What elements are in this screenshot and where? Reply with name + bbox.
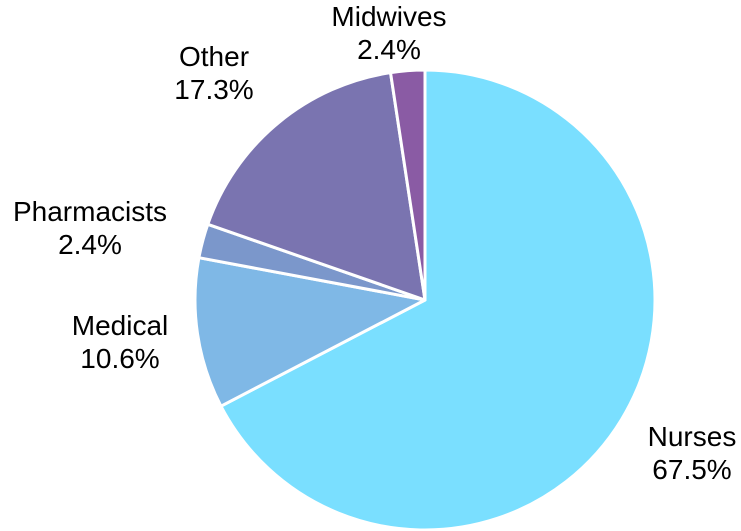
slice-label-medical: Medical xyxy=(72,310,168,341)
slice-label-midwives: Midwives xyxy=(331,1,446,32)
pie-slice-midwives xyxy=(389,68,427,302)
slice-value-medical: 10.6% xyxy=(80,343,159,374)
pie-slices xyxy=(193,68,657,531)
slice-value-other: 17.3% xyxy=(174,74,253,105)
pie-labels: Nurses67.5%Medical10.6%Pharmacists2.4%Ot… xyxy=(13,1,736,485)
slice-label-nurses: Nurses xyxy=(648,421,737,452)
pie-slice-nurses xyxy=(219,68,657,531)
pie-slice-medical xyxy=(193,256,427,408)
slice-value-pharmacists: 2.4% xyxy=(58,229,122,260)
slice-label-other: Other xyxy=(179,41,249,72)
slice-value-midwives: 2.4% xyxy=(357,34,421,65)
slice-value-nurses: 67.5% xyxy=(652,454,731,485)
slice-label-pharmacists: Pharmacists xyxy=(13,196,167,227)
pie-slice-other xyxy=(206,71,427,302)
